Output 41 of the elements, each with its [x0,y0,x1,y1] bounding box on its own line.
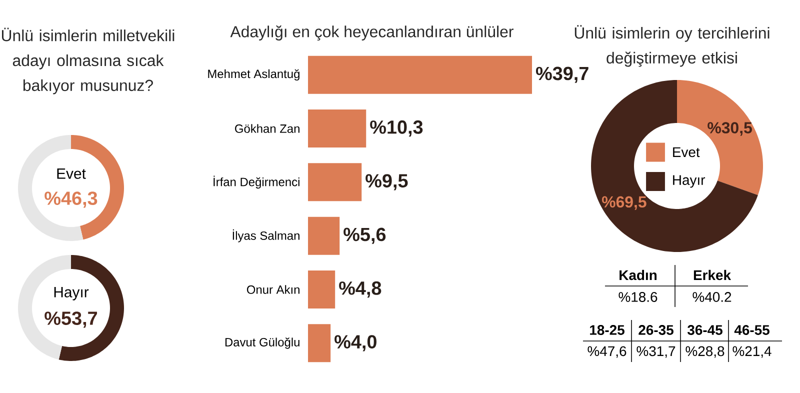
data-label: %46,3 [44,192,98,208]
data-label: %69,5 [602,196,646,210]
data-label: %53,7 [44,312,97,328]
text: %47,6 [588,346,626,358]
category-label: Erkek [694,270,732,280]
bar [308,324,331,362]
y-tick-label: Gökhan Zan [235,124,300,133]
text: %28,8 [686,346,724,358]
text: %40.2 [692,292,732,302]
slice-label: Hayır [54,287,89,300]
data-label: %4,0 [334,335,376,352]
category-label: 46-55 [734,325,770,335]
chart-title: Adaylığı en çok heyecanlandıran ünlüler [230,25,514,41]
category-label: 26-35 [638,325,674,335]
data-label: %5,6 [344,228,386,244]
y-tick-label: İlyas Salman [232,229,300,242]
bar [308,270,336,309]
bar [308,110,366,148]
legend-label: Hayır [673,175,706,188]
text: %21,4 [732,346,772,358]
bar [308,163,362,202]
data-label: %30,5 [708,122,752,136]
bar [308,216,340,255]
category-label: 36-45 [687,325,722,335]
y-tick-label: İrfan Değirmenci [214,176,300,189]
data-label: %4,8 [339,281,382,298]
legend-label: Evet [673,147,700,158]
y-tick-label: Mehmet Aslantuğ [208,69,300,80]
y-tick-label: Onur Akın [246,285,300,294]
chart-title: Ünlü isimlerin milletvekili adayı olmasına sıcak bakıyor musunuz? [2,28,174,94]
data-label: %10,3 [370,120,423,137]
data-label: %9,5 [366,174,408,190]
category-label: 18-25 [590,325,624,335]
category-label: Kadın [620,270,657,280]
slice-label: Evet [57,168,86,179]
text: %18.6 [618,292,658,302]
y-tick-label: Davut Güloğlu [225,338,300,349]
bar [308,56,532,94]
text: %31,7 [636,346,676,358]
data-label: %39,7 [536,66,588,83]
chart-title: Ünlü isimlerin oy tercihlerini değiştirmeye etkisi [574,25,770,67]
